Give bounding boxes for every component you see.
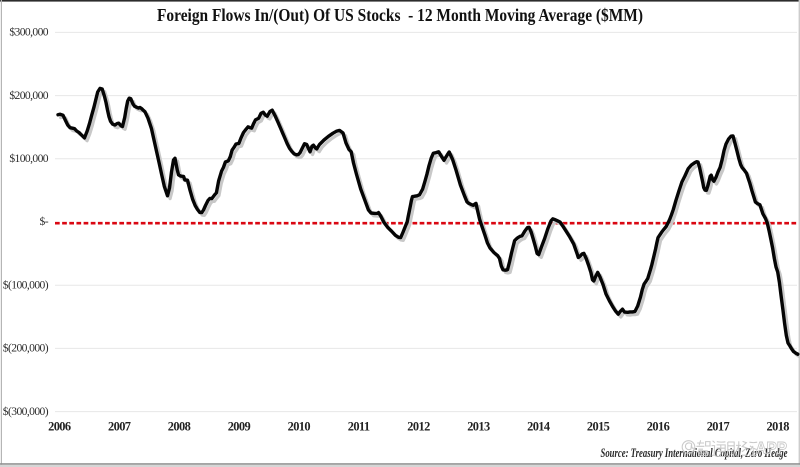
svg-text:2013: 2013 xyxy=(467,420,490,434)
svg-text:2011: 2011 xyxy=(348,420,370,434)
svg-text:$(200,000): $(200,000) xyxy=(3,342,49,355)
svg-text:APP: APP xyxy=(756,439,788,457)
svg-text:Foreign Flows In/(Out) Of US S: Foreign Flows In/(Out) Of US Stocks - 12… xyxy=(157,5,643,26)
svg-text:$(100,000): $(100,000) xyxy=(3,278,49,291)
svg-text:$100,000: $100,000 xyxy=(9,152,48,165)
svg-text:$-: $- xyxy=(40,215,49,228)
svg-text:2015: 2015 xyxy=(587,420,610,434)
svg-text:2008: 2008 xyxy=(168,420,191,434)
svg-text:2010: 2010 xyxy=(288,420,311,434)
svg-text:$(300,000): $(300,000) xyxy=(3,405,49,418)
svg-text:2009: 2009 xyxy=(228,420,251,434)
svg-text:2018: 2018 xyxy=(767,420,790,434)
svg-text:2007: 2007 xyxy=(108,420,131,434)
svg-text:2017: 2017 xyxy=(707,420,730,434)
svg-text:2014: 2014 xyxy=(527,420,550,434)
svg-text:2016: 2016 xyxy=(647,420,670,434)
svg-text:2006: 2006 xyxy=(48,420,71,434)
svg-text:$300,000: $300,000 xyxy=(9,26,48,39)
svg-text:$200,000: $200,000 xyxy=(9,89,48,102)
svg-text:Source: Treasury International: Source: Treasury International Capital, … xyxy=(601,446,788,460)
svg-text:2012: 2012 xyxy=(407,420,430,434)
